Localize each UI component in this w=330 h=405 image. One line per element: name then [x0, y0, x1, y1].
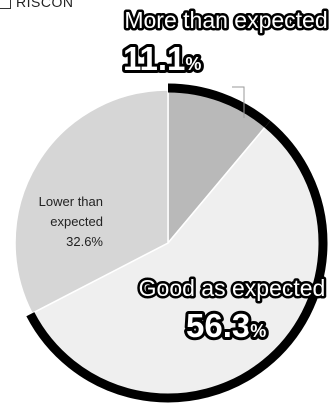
value-unit: %	[250, 321, 266, 341]
value-number: 56.3	[186, 307, 250, 344]
slice-label-lower-line-1: Lower than	[39, 194, 103, 209]
slice-value-good-as-expected: 56.3%	[186, 307, 266, 344]
value-number: 11.1	[123, 40, 185, 77]
slice-label-good-as-expected: Good as expected	[139, 275, 326, 301]
slice-value-lower-than-expected: 32.6%	[66, 234, 103, 249]
pie-slice-lower-than-expected	[14, 89, 169, 315]
source-marker	[0, 0, 11, 9]
source-label: RISCON	[16, 0, 74, 10]
leader-line	[232, 86, 245, 118]
slice-label-lower-line-2: expected	[50, 214, 103, 229]
highlight-ring-good-as-expected	[26, 120, 328, 403]
value-unit: %	[185, 54, 201, 74]
highlight-ring-layer	[26, 83, 328, 403]
slice-label-more-than-expected: More than expected	[124, 7, 327, 33]
highlight-ring-more-than-expected	[167, 83, 271, 128]
slice-value-more-than-expected: 11.1%	[123, 40, 201, 77]
